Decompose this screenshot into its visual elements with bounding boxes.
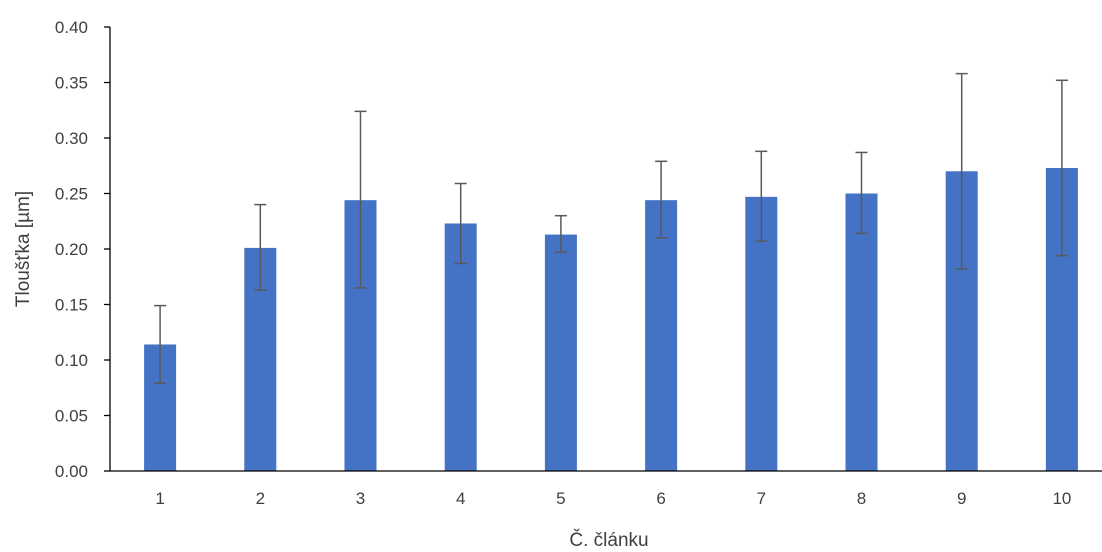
bar — [745, 196, 778, 471]
x-axis: 1 2 3 4 5 6 7 8 9 10 — [110, 470, 1102, 508]
y-axis-title: Tloušťka [µm] — [13, 191, 34, 307]
y-tick-label: 0.20 — [55, 240, 88, 259]
x-tick-label: 9 — [957, 489, 966, 508]
bar — [845, 193, 878, 471]
error-bar — [955, 72, 968, 270]
y-tick-label: 0.00 — [55, 462, 88, 481]
y-tick-label: 0.10 — [55, 351, 88, 370]
error-bar — [855, 151, 868, 235]
x-tick-label: 2 — [256, 489, 265, 508]
y-tick-label: 0.25 — [55, 185, 88, 204]
error-bar — [554, 214, 567, 254]
error-bars — [154, 72, 1068, 385]
bar — [544, 234, 577, 471]
y-tick-label: 0.40 — [55, 18, 88, 37]
error-bar — [655, 160, 668, 239]
bar — [444, 223, 477, 471]
x-tick-label: 5 — [556, 489, 565, 508]
x-tick-label: 10 — [1052, 489, 1071, 508]
x-tick-label: 1 — [155, 489, 164, 508]
error-bar — [1055, 79, 1068, 257]
y-tick-label: 0.05 — [55, 407, 88, 426]
error-bar — [154, 304, 167, 385]
y-tick-label: 0.35 — [55, 74, 88, 93]
bar — [645, 200, 678, 471]
x-tick-label: 8 — [857, 489, 866, 508]
y-axis: 0.00 0.05 0.10 0.15 0.20 0.25 0.30 0.35 0.40 — [55, 18, 111, 481]
error-bar — [354, 110, 367, 289]
x-tick-label: 4 — [456, 489, 465, 508]
x-tick-label: 7 — [757, 489, 766, 508]
error-bar — [454, 182, 467, 265]
error-bar — [755, 150, 768, 242]
y-tick-label: 0.15 — [55, 296, 88, 315]
bars — [144, 167, 1078, 472]
error-bar — [254, 203, 267, 291]
x-tick-label: 6 — [656, 489, 665, 508]
x-axis-title: Č. článku — [569, 529, 648, 551]
y-tick-label: 0.30 — [55, 129, 88, 148]
x-tick-label: 3 — [356, 489, 365, 508]
